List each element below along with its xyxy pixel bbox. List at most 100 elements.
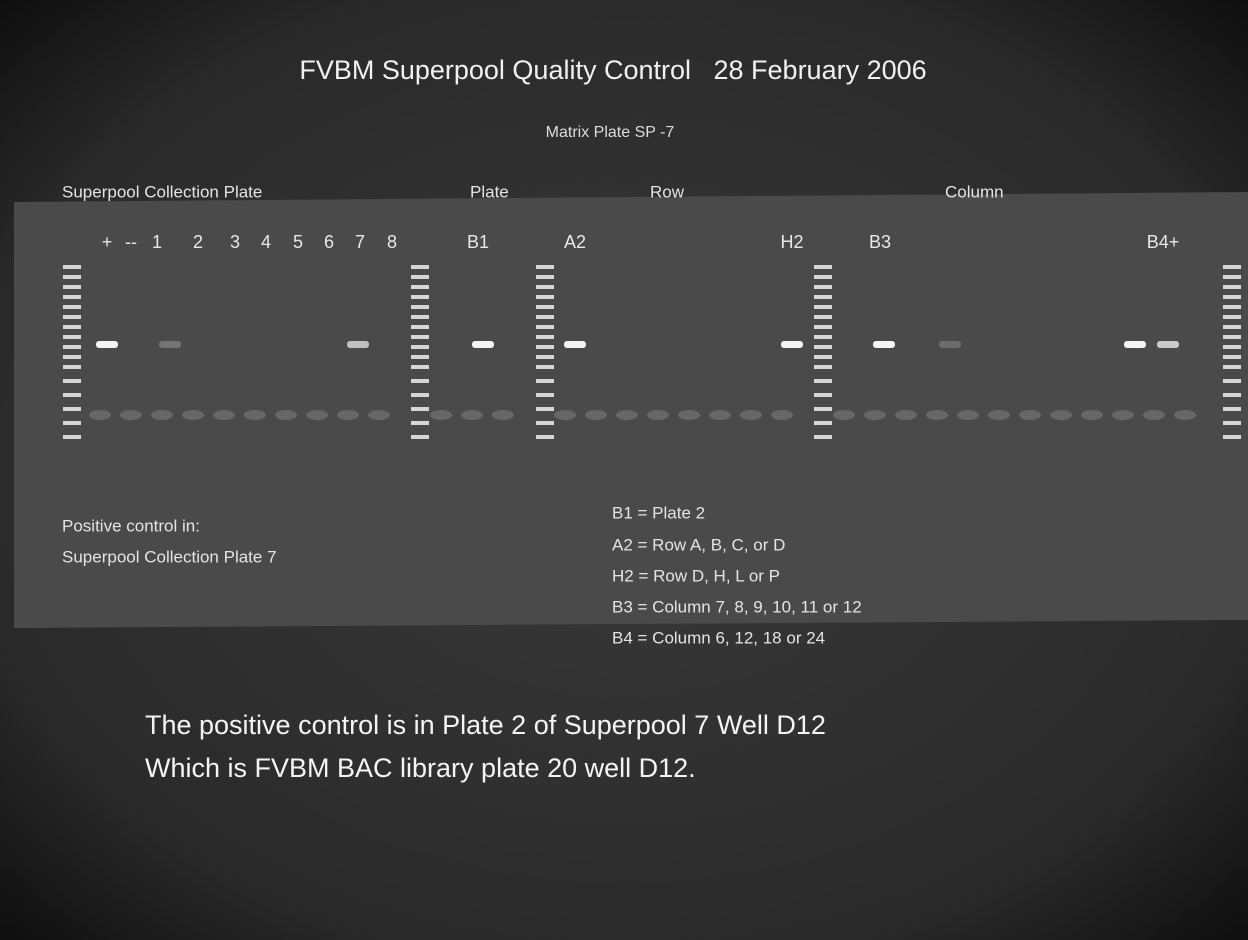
conclusion: Which is FVBM BAC library plate 20 well …: [145, 753, 696, 783]
ladder-band: [63, 295, 81, 299]
primer-smear: [151, 410, 173, 420]
primer-smear: [430, 410, 452, 420]
ladder-band: [814, 295, 832, 299]
dna-band: [159, 341, 181, 348]
ladder-band: [1223, 421, 1241, 425]
dna-band: [1157, 341, 1179, 348]
primer-smear: [709, 410, 731, 420]
ladder-band: [814, 407, 832, 411]
ladder-band: [814, 275, 832, 279]
lane-label: --: [125, 232, 137, 252]
primer-smear: [957, 410, 979, 420]
ladder-band: [814, 285, 832, 289]
ladder-band: [63, 265, 81, 269]
primer-smear: [89, 410, 111, 420]
ladder-band: [63, 365, 81, 369]
primer-smear: [554, 410, 576, 420]
primer-smear: [1019, 410, 1041, 420]
key-line: B1 = Plate 2: [612, 503, 705, 522]
note: Positive control in:: [62, 516, 200, 535]
ladder-band: [536, 325, 554, 329]
ladder-band: [814, 335, 832, 339]
ladder-band: [536, 265, 554, 269]
ladder-band: [814, 365, 832, 369]
ladder-band: [411, 295, 429, 299]
ladder-band: [536, 345, 554, 349]
conclusion: The positive control is in Plate 2 of Su…: [145, 710, 826, 740]
primer-smear: [492, 410, 514, 420]
primer-smear: [833, 410, 855, 420]
primer-smear: [461, 410, 483, 420]
ladder-band: [536, 335, 554, 339]
lane-label: A2: [564, 232, 586, 252]
ladder-band: [63, 435, 81, 439]
primer-smear: [771, 410, 793, 420]
key-line: A2 = Row A, B, C, or D: [612, 535, 785, 554]
ladder-band: [536, 421, 554, 425]
section-label: Superpool Collection Plate: [62, 182, 262, 201]
ladder-band: [814, 435, 832, 439]
ladder-band: [411, 421, 429, 425]
primer-smear: [1112, 410, 1134, 420]
ladder-band: [536, 435, 554, 439]
primer-smear: [1081, 410, 1103, 420]
ladder-band: [536, 365, 554, 369]
primer-smear: [988, 410, 1010, 420]
ladder-band: [1223, 275, 1241, 279]
primer-smear: [337, 410, 359, 420]
ladder-band: [536, 393, 554, 397]
ladder-band: [1223, 265, 1241, 269]
ladder-band: [63, 407, 81, 411]
ladder-band: [536, 379, 554, 383]
ladder-band: [1223, 365, 1241, 369]
ladder-band: [1223, 285, 1241, 289]
key-line: B3 = Column 7, 8, 9, 10, 11 or 12: [612, 597, 862, 616]
ladder-band: [63, 379, 81, 383]
lane-label: B3: [869, 232, 891, 252]
ladder-band: [63, 335, 81, 339]
primer-smear: [1143, 410, 1165, 420]
primer-smear: [678, 410, 700, 420]
lane-label: 7: [355, 232, 365, 252]
primer-smear: [244, 410, 266, 420]
ladder-band: [536, 315, 554, 319]
ladder-band: [814, 379, 832, 383]
ladder-band: [411, 265, 429, 269]
ladder-band: [1223, 295, 1241, 299]
subtitle: Matrix Plate SP -7: [546, 124, 675, 141]
primer-smear: [740, 410, 762, 420]
ladder-band: [411, 285, 429, 289]
note: Superpool Collection Plate 7: [62, 547, 277, 566]
key-line: H2 = Row D, H, L or P: [612, 566, 780, 585]
ladder-band: [1223, 315, 1241, 319]
ladder-band: [536, 275, 554, 279]
lane-label: B4+: [1147, 232, 1180, 252]
ladder-band: [411, 435, 429, 439]
ladder-band: [814, 265, 832, 269]
ladder-band: [63, 345, 81, 349]
primer-smear: [647, 410, 669, 420]
ladder-band: [411, 365, 429, 369]
primer-smear: [368, 410, 390, 420]
primer-smear: [120, 410, 142, 420]
ladder-band: [63, 355, 81, 359]
primer-smear: [275, 410, 297, 420]
ladder-band: [1223, 335, 1241, 339]
ladder-band: [1223, 325, 1241, 329]
ladder-band: [1223, 345, 1241, 349]
ladder-band: [63, 275, 81, 279]
ladder-band: [814, 355, 832, 359]
primer-smear: [926, 410, 948, 420]
ladder-band: [411, 379, 429, 383]
ladder-band: [1223, 435, 1241, 439]
section-label: Row: [650, 182, 685, 201]
lane-label: B1: [467, 232, 489, 252]
dna-band: [781, 341, 803, 348]
lane-label: 4: [261, 232, 271, 252]
lane-label: 5: [293, 232, 303, 252]
ladder-band: [1223, 393, 1241, 397]
primer-smear: [616, 410, 638, 420]
ladder-band: [411, 345, 429, 349]
ladder-band: [63, 421, 81, 425]
lane-label: 2: [193, 232, 203, 252]
